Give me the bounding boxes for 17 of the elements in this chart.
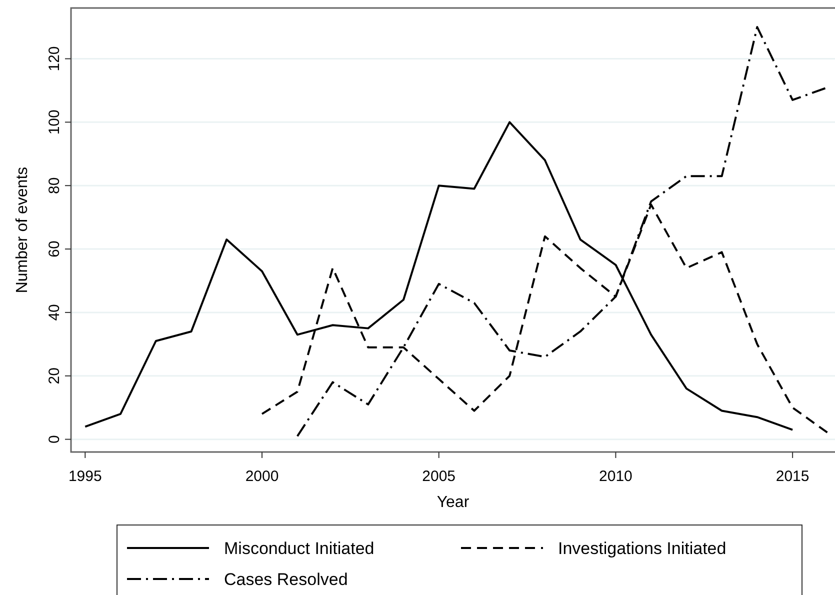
x-tick-label: 2015 — [776, 468, 810, 485]
y-tick-label: 0 — [46, 435, 63, 444]
y-tick-label: 100 — [46, 110, 63, 135]
x-axis-title: Year — [436, 494, 470, 511]
y-tick-label: 20 — [46, 368, 63, 384]
y-tick-label: 40 — [46, 304, 63, 321]
legend-label: Investigations Initiated — [558, 539, 726, 558]
y-tick-label: 80 — [46, 177, 63, 194]
x-tick-label: 2000 — [245, 468, 279, 485]
y-axis-title: Number of events — [14, 166, 31, 294]
x-tick-label: 2010 — [599, 468, 632, 485]
y-tick-label: 60 — [46, 240, 63, 258]
legend-label: Misconduct Initiated — [224, 539, 374, 558]
x-tick-label: 2005 — [422, 468, 456, 485]
y-tick-label: 120 — [46, 46, 63, 72]
x-tick-label: 1995 — [68, 468, 102, 485]
legend-label: Cases Resolved — [224, 570, 348, 589]
